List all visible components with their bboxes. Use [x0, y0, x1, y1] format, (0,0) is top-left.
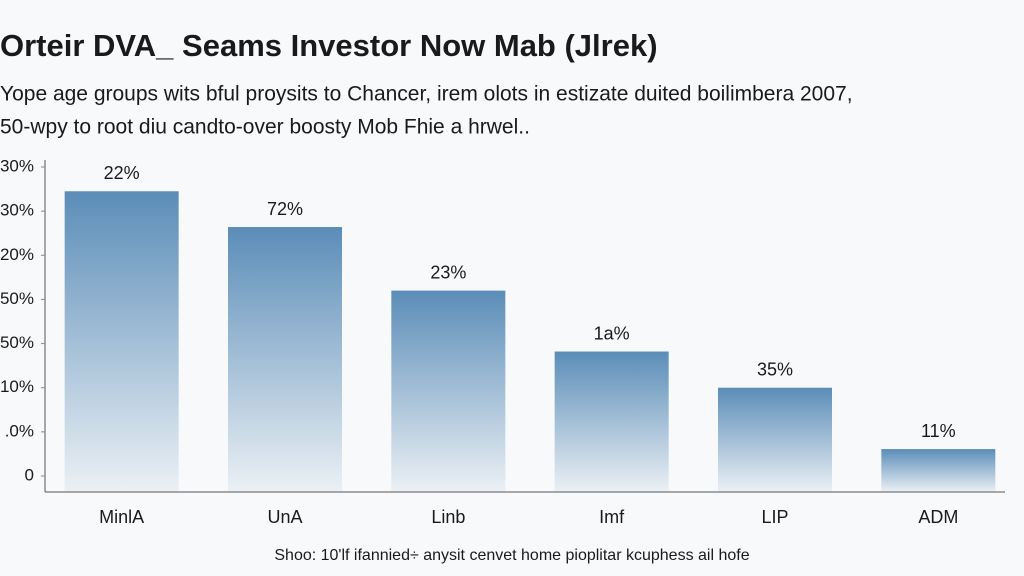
bar-annotation: 11% [921, 421, 956, 441]
subtitle: Yope age groups wits bful proysits to Ch… [0, 83, 853, 106]
y-tick-label: .0% [5, 421, 34, 440]
y-tick-label: 50% [0, 289, 34, 308]
x-tick-label: Linb [431, 507, 465, 527]
chart-title: Orteir DVA_ Seams Investor Now Mab (Jlre… [0, 28, 658, 63]
source-note: Shoo: 10'lf ifannied÷ anysit cenvet home… [274, 547, 749, 564]
y-tick-label: 30% [0, 201, 34, 220]
bar [554, 351, 669, 492]
bar-annotation: 22% [104, 163, 140, 183]
bar-annotation: 23% [430, 262, 466, 282]
x-tick-label: UnA [267, 507, 302, 527]
bar [64, 191, 179, 492]
y-tick-label: 0 [25, 465, 34, 484]
bar-annotation: 1a% [594, 323, 630, 343]
x-tick-label: MinlA [99, 507, 144, 527]
y-tick-label: 50% [0, 333, 34, 352]
bar [391, 290, 506, 492]
bar-annotation: 35% [757, 359, 793, 379]
y-tick-label: 10% [0, 377, 34, 396]
bar-annotation: 72% [267, 199, 303, 219]
bar [881, 449, 996, 492]
x-tick-label: LIP [761, 507, 788, 527]
bar [228, 227, 342, 492]
x-tick-label: ADM [918, 507, 958, 527]
y-tick-label: 20% [0, 245, 34, 264]
y-tick-label: 30% [0, 156, 34, 175]
subtitle: 50-wpy to root diu candto-over boosty Mo… [0, 116, 530, 139]
bar [718, 387, 832, 492]
x-tick-label: Imf [599, 507, 625, 527]
